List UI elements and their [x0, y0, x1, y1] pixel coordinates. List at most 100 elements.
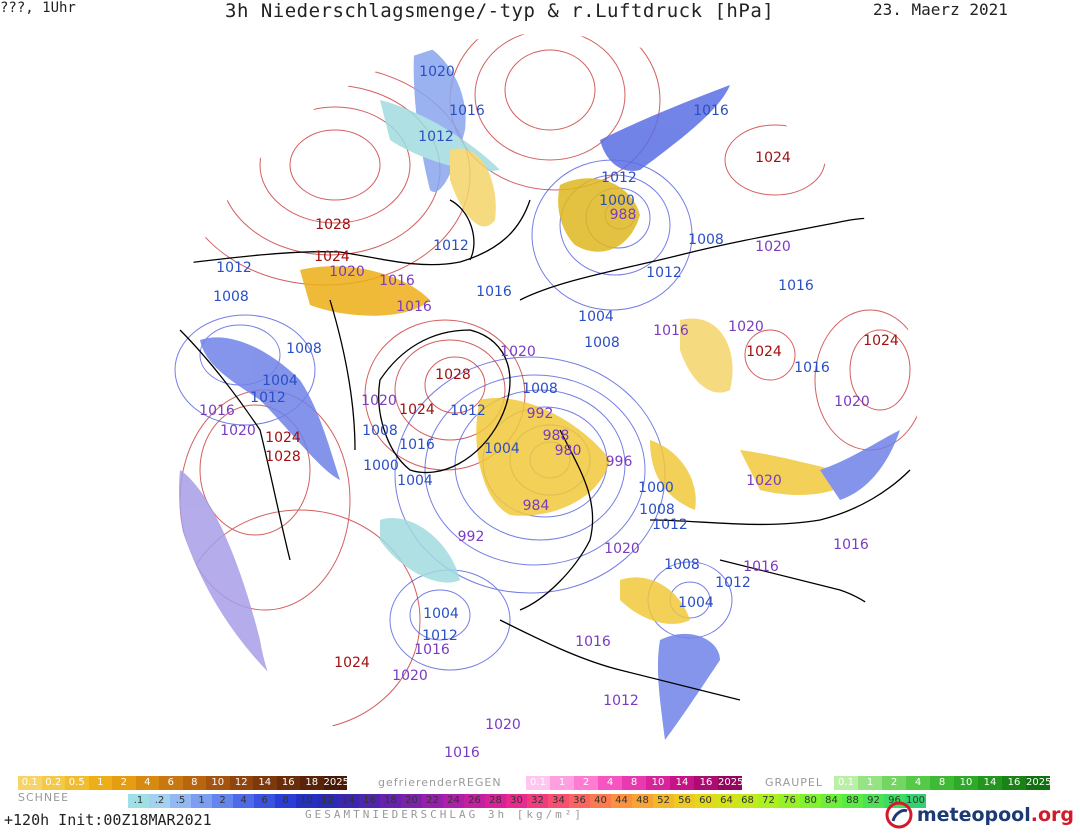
legend-swatch: 8 [275, 794, 296, 808]
isobar-label: 1020 [419, 64, 455, 80]
isobar-label: 1008 [688, 232, 724, 248]
isobar-label: 1016 [743, 559, 779, 575]
isobar-label: 1020 [392, 668, 428, 684]
legend-swatch: 14 [338, 794, 359, 808]
coastlines [169, 199, 916, 701]
isobar-label: 1020 [604, 541, 640, 557]
isobar-label: 1004 [678, 595, 714, 611]
legend-swatch: 76 [779, 794, 800, 808]
isobar-label: 1024 [265, 430, 301, 446]
isobar-label: 1016 [414, 642, 450, 658]
isobar-label: 1008 [286, 341, 322, 357]
isobar-label: 1008 [362, 423, 398, 439]
legend-swatch: 0.1 [18, 776, 42, 790]
legend-swatch: 0.1 [834, 776, 858, 790]
legend-swatch: 2025+ [1026, 776, 1060, 790]
isobar-label: 1016 [575, 634, 611, 650]
logo-name: meteopool [916, 804, 1031, 826]
legend-swatch: 10 [206, 776, 230, 790]
legend-swatch: 6 [159, 776, 183, 790]
isobar-label: 1020 [500, 344, 536, 360]
precipitation-areas [179, 40, 900, 780]
legend-swatch: 92 [863, 794, 884, 808]
isobar-label: 1012 [715, 575, 751, 591]
legend-swatch: 26 [464, 794, 485, 808]
legend-swatch: 12 [229, 776, 253, 790]
legend-swatch: 2 [882, 776, 906, 790]
legend-swatch: 14 [670, 776, 694, 790]
isobar-label: 1012 [250, 390, 286, 406]
legend-swatch: 60 [695, 794, 716, 808]
isobar-label: 1016 [379, 273, 415, 289]
legend-swatch: 56 [674, 794, 695, 808]
isobar-label: 988 [610, 207, 637, 223]
legend-swatch: 2 [574, 776, 598, 790]
legend-swatch: 10 [296, 794, 317, 808]
legend-swatch: 48 [632, 794, 653, 808]
isobar-label: 1028 [265, 449, 301, 465]
isobar-label: 1004 [262, 373, 298, 389]
isobar-label: 1020 [220, 423, 256, 439]
legend-swatch: 4 [598, 776, 622, 790]
legend-swatch: 4 [135, 776, 159, 790]
isobar-label: 1012 [216, 260, 252, 276]
isobar-label: 1012 [603, 693, 639, 709]
isobar-label: 1020 [728, 319, 764, 335]
isobar-label: 1016 [199, 403, 235, 419]
legend-swatch: 16 [694, 776, 718, 790]
isobar-label: 1024 [399, 402, 435, 418]
isobar-label: 1024 [334, 655, 370, 671]
isobar-label: 1012 [433, 238, 469, 254]
legend-swatch: 34 [548, 794, 569, 808]
isobar-label: 1020 [329, 264, 365, 280]
legend-swatch: 40 [590, 794, 611, 808]
legend-swatch: 1 [550, 776, 574, 790]
legend-swatch: 36 [569, 794, 590, 808]
legend-swatch: 100 [905, 794, 926, 808]
legend-swatch: 32 [527, 794, 548, 808]
legend-swatch: 24 [443, 794, 464, 808]
isobar-label: 1016 [396, 299, 432, 315]
isobar-label: 1012 [418, 129, 454, 145]
isobar-label: 1008 [522, 381, 558, 397]
legend-swatch: .2 [149, 794, 170, 808]
isobar-label: 1004 [484, 441, 520, 457]
graupel-legend-bar: 0.1 1 2 4 8 10 14 16 2025+ [834, 776, 1060, 790]
legend-swatch: 30 [506, 794, 527, 808]
isobar-label: 1016 [476, 284, 512, 300]
isobar-label: 1008 [584, 335, 620, 351]
freezing-rain-legend-title: gefrierenderREGEN [378, 776, 502, 789]
legend-swatch: 2 [112, 776, 136, 790]
legend-swatch: 8 [622, 776, 646, 790]
isobar-label: 1016 [399, 437, 435, 453]
isobar-label: 1020 [755, 239, 791, 255]
isobar-label: 1016 [794, 360, 830, 376]
meteopool-logo-icon [885, 801, 913, 829]
isobar-label: 1020 [485, 717, 521, 733]
legend-swatch: 8 [930, 776, 954, 790]
isobar-label: 1004 [578, 309, 614, 325]
legend-swatch: 1 [858, 776, 882, 790]
isobar-label: 1020 [361, 393, 397, 409]
legend-swatch: 84 [821, 794, 842, 808]
isobar-label: 984 [523, 498, 550, 514]
isobar-label: 992 [527, 406, 554, 422]
isobar-label: 1004 [423, 606, 459, 622]
forecast-time-label: ???, 1Uhr [0, 0, 76, 16]
legend-swatch: 18 [300, 776, 324, 790]
isobar-label: 1016 [653, 323, 689, 339]
snow-legend-title: SCHNEE [18, 791, 70, 804]
legend-swatch: 68 [737, 794, 758, 808]
legend-swatch: 1 [88, 776, 112, 790]
legend-swatch: 2 [212, 794, 233, 808]
isobar-label: 1012 [450, 403, 486, 419]
isobar-label: 1012 [646, 265, 682, 281]
legend-swatch: 14 [253, 776, 277, 790]
isobar-label: 992 [458, 529, 485, 545]
legend-swatch: 10 [954, 776, 978, 790]
isobar-label: 1000 [638, 480, 674, 496]
logo-suffix: .org [1030, 804, 1074, 826]
legend-swatch: 28 [485, 794, 506, 808]
